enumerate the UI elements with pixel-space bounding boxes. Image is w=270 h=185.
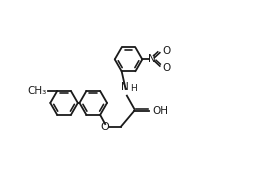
Text: O: O	[101, 122, 110, 132]
Text: O: O	[163, 46, 171, 56]
Text: N: N	[148, 54, 156, 64]
Text: H: H	[131, 84, 137, 93]
Text: CH₃: CH₃	[28, 86, 47, 96]
Text: N: N	[121, 82, 129, 92]
Text: O: O	[163, 63, 171, 73]
Text: OH: OH	[153, 106, 169, 116]
